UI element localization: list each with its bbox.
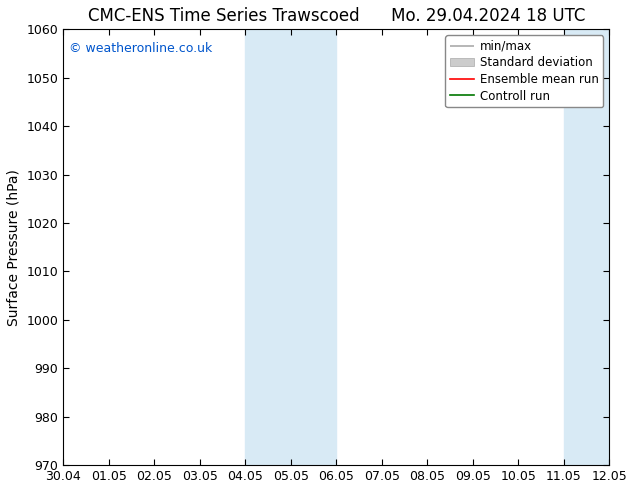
Bar (245, 29, 336, 465)
Bar (564, 29, 609, 465)
Y-axis label: Surface Pressure (hPa): Surface Pressure (hPa) (7, 169, 21, 326)
Text: © weatheronline.co.uk: © weatheronline.co.uk (68, 42, 212, 55)
Legend: min/max, Standard deviation, Ensemble mean run, Controll run: min/max, Standard deviation, Ensemble me… (446, 35, 604, 107)
Title: CMC-ENS Time Series Trawscoed      Mo. 29.04.2024 18 UTC: CMC-ENS Time Series Trawscoed Mo. 29.04.… (87, 7, 585, 25)
